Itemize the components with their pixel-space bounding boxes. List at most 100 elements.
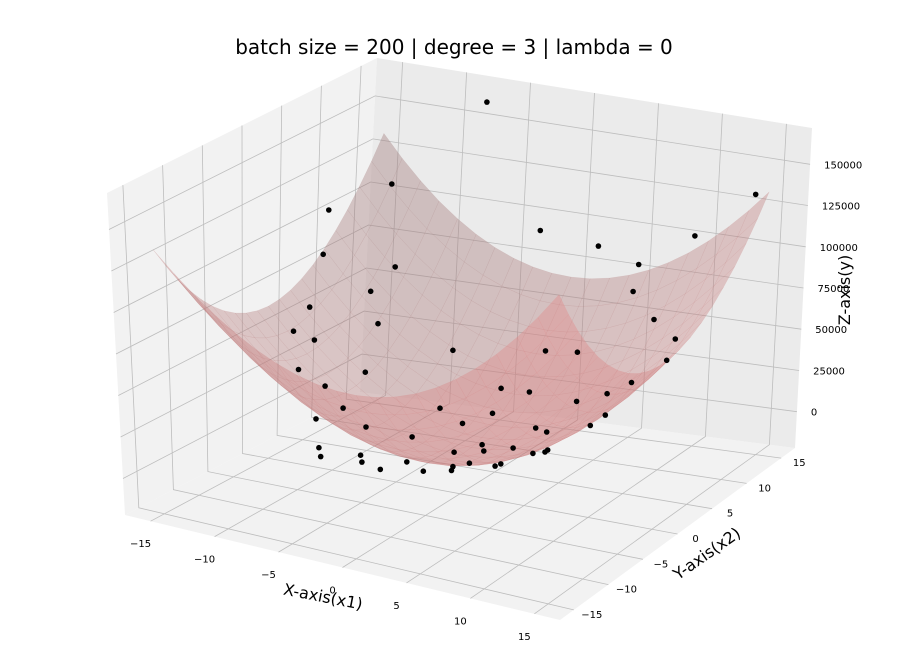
surface-patch <box>660 325 693 360</box>
surface-patch <box>490 285 522 321</box>
surface-patch <box>550 404 582 425</box>
surface-patch <box>725 218 758 263</box>
surface-patch <box>270 376 302 403</box>
x-gridline <box>150 62 403 522</box>
surface-patch <box>430 450 462 461</box>
surface-patch <box>354 408 385 428</box>
surface-patch <box>638 358 670 387</box>
surface-patch <box>426 200 458 247</box>
y-gridline <box>201 145 643 560</box>
surface-patch <box>662 302 695 339</box>
surface-patch <box>622 328 655 361</box>
surface-patch <box>235 333 268 367</box>
data-point <box>322 383 328 389</box>
surface-patch <box>329 418 360 438</box>
surface-patch <box>386 414 417 430</box>
surface-patch <box>289 392 321 417</box>
data-point <box>357 452 364 459</box>
surface-patch <box>324 397 355 417</box>
data-point <box>409 434 415 440</box>
y-gridline <box>241 125 678 535</box>
data-point <box>630 288 636 295</box>
surface-patch <box>274 360 306 382</box>
surface-patch <box>276 330 308 359</box>
surface-patch <box>326 367 357 393</box>
data-point <box>290 328 297 335</box>
y-gridline <box>345 65 782 459</box>
surface-patch <box>526 420 558 439</box>
surface-patch <box>364 401 395 423</box>
surface-patch <box>407 349 438 381</box>
surface-patch <box>398 449 429 460</box>
surface-patch <box>473 406 504 426</box>
surface-patch <box>230 337 262 368</box>
surface-patch <box>387 439 419 453</box>
surface-patch <box>516 412 547 434</box>
surface-patch <box>347 346 379 377</box>
surface-patch <box>361 439 392 452</box>
surface-patch <box>469 456 500 463</box>
surface-patch <box>656 252 689 291</box>
surface-patch <box>385 380 417 407</box>
surface-patch <box>636 262 669 298</box>
surface-patch <box>365 211 397 258</box>
surface-patch <box>238 346 271 377</box>
surface-patch <box>411 443 442 456</box>
surface-patch <box>312 248 344 291</box>
surface-patch <box>391 450 421 459</box>
surface-patch <box>475 353 507 388</box>
surface-patch <box>278 380 310 407</box>
surface-patch <box>499 446 530 458</box>
z-tick-label: 100000 <box>820 243 858 254</box>
surface-patch <box>326 400 359 424</box>
surface-patch <box>509 436 541 450</box>
surface-patch <box>642 316 675 352</box>
surface-patch <box>501 258 533 295</box>
surface-patch <box>653 293 686 330</box>
surface-patch <box>396 208 428 255</box>
surface-patch <box>218 325 251 359</box>
surface-patch <box>511 412 543 428</box>
x-gridline <box>470 113 723 599</box>
surface-patch <box>383 415 415 435</box>
surface-patch <box>496 425 527 444</box>
surface-patch <box>620 357 652 387</box>
surface-patch <box>526 385 557 413</box>
z-gridline <box>115 224 804 355</box>
data-point <box>587 422 594 429</box>
surface-patch <box>576 356 609 387</box>
surface-patch <box>391 276 423 317</box>
surface-patch <box>227 331 260 365</box>
x-gridline <box>278 82 531 553</box>
y-tick-label: 10 <box>758 483 771 494</box>
surface-patch <box>497 319 529 350</box>
surface-patch <box>586 302 618 332</box>
surface-patch <box>366 364 398 393</box>
surface-patch <box>243 335 276 361</box>
data-point <box>437 405 443 412</box>
surface-patch <box>639 356 671 387</box>
data-point <box>295 366 302 373</box>
surface-patch <box>546 427 578 441</box>
surface-patch <box>602 338 635 369</box>
surface-patch <box>345 385 376 409</box>
z-tick-label: 75000 <box>818 284 850 295</box>
y-gridline <box>122 185 574 611</box>
surface-patch <box>516 326 548 354</box>
surface-patch <box>317 337 349 368</box>
surface-patch <box>429 310 461 346</box>
surface-patch <box>306 346 338 375</box>
surface-patch <box>528 431 561 447</box>
data-point <box>602 412 609 418</box>
surface-patch <box>415 387 447 412</box>
surface-patch <box>408 180 440 229</box>
surface-patch <box>440 287 472 325</box>
surface-patch <box>556 377 588 405</box>
surface-patch <box>232 330 264 359</box>
surface-patch <box>548 423 580 442</box>
surface-patch <box>459 300 491 336</box>
surface-patch <box>290 278 321 316</box>
surface-patch <box>716 210 749 255</box>
y-tick-label: −15 <box>581 610 602 621</box>
surface-patch <box>563 351 595 377</box>
